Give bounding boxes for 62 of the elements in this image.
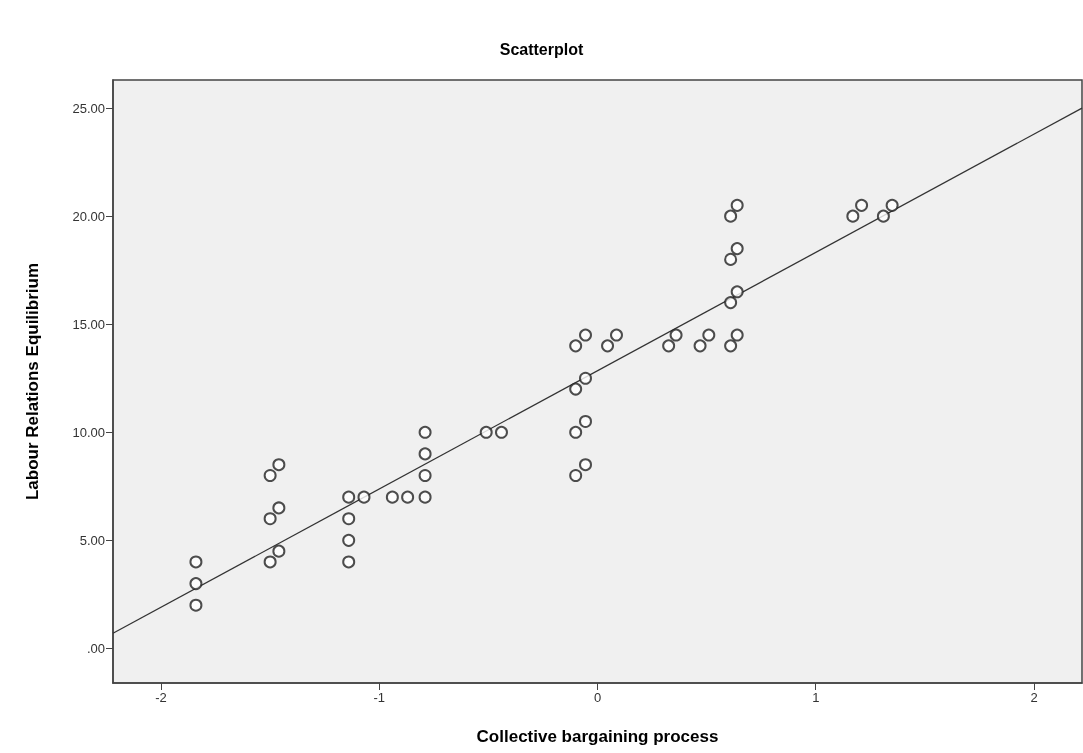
point [342, 533, 356, 547]
point [418, 469, 432, 483]
x-tick-label: -1 [373, 690, 386, 705]
point [855, 198, 869, 212]
point [876, 209, 890, 223]
point [724, 209, 738, 223]
point [579, 414, 592, 428]
point [579, 328, 592, 342]
point [730, 242, 744, 256]
point [569, 382, 583, 396]
point [418, 425, 432, 439]
point [189, 598, 203, 612]
y-tick-label: 25.00 [72, 100, 105, 116]
x-axis-title: Collective bargaining process [476, 727, 719, 746]
point [724, 252, 738, 266]
point [418, 447, 432, 461]
point [401, 490, 415, 504]
y-axis-title: Labour Relations Equilibrium [23, 262, 42, 501]
point [569, 469, 583, 483]
point [357, 490, 371, 504]
y-tick-label: 10.00 [72, 424, 105, 440]
point [263, 512, 277, 526]
point [263, 555, 277, 569]
x-tick-label: 1 [812, 690, 820, 705]
point [610, 328, 623, 342]
point [662, 339, 676, 353]
point [885, 198, 899, 212]
point [342, 555, 356, 569]
x-tick-label: -2 [155, 690, 167, 705]
y-tick-label: 5.00 [79, 532, 105, 548]
x-tick-label: 0 [593, 690, 602, 705]
point [730, 198, 744, 212]
y-tick-label: 15.00 [72, 316, 105, 332]
point [579, 371, 592, 385]
point [272, 501, 286, 515]
point [579, 458, 592, 472]
point [730, 285, 744, 299]
point [342, 490, 356, 504]
point [724, 296, 738, 310]
point [418, 490, 432, 504]
point [702, 328, 716, 342]
point [494, 425, 508, 439]
point [569, 425, 583, 439]
chart-title: Scatterplot [499, 40, 584, 58]
point [385, 490, 399, 504]
point [601, 339, 615, 353]
y-tick-label: 20.00 [72, 208, 105, 224]
point [846, 209, 860, 223]
y-tick-label: .00 [86, 640, 105, 656]
point [342, 512, 356, 526]
point [263, 469, 277, 483]
point [272, 458, 286, 472]
point [730, 328, 744, 342]
point [189, 577, 203, 591]
point [479, 425, 493, 439]
point [569, 339, 583, 353]
point [724, 339, 738, 353]
point [693, 339, 707, 353]
point [272, 544, 286, 558]
point [669, 328, 683, 342]
point [189, 555, 203, 569]
x-tick-label: 2 [1030, 690, 1038, 705]
